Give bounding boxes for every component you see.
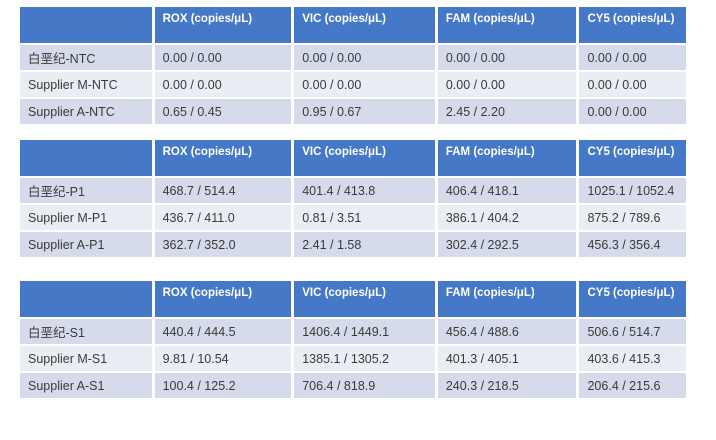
column-header-cy5: CY5 (copies/μL)	[579, 140, 686, 176]
value-cell: 0.65 / 0.45	[154, 99, 292, 124]
row-label: Supplier M-NTC	[20, 72, 152, 97]
value-cell: 401.4 / 413.8	[294, 178, 435, 203]
value-cell: 406.4 / 418.1	[437, 178, 577, 203]
table-row: Supplier M-NTC 0.00 / 0.00 0.00 / 0.00 0…	[20, 72, 686, 97]
column-header-vic: VIC (copies/μL)	[294, 7, 435, 43]
column-header-fam: FAM (copies/μL)	[437, 281, 577, 317]
value-cell: 2.41 / 1.58	[294, 232, 435, 257]
column-header-vic: VIC (copies/μL)	[294, 140, 435, 176]
header-row: ROX (copies/μL) VIC (copies/μL) FAM (cop…	[20, 7, 686, 43]
value-cell: 0.00 / 0.00	[437, 45, 577, 70]
table-row: 白垩纪-S1 440.4 / 444.5 1406.4 / 1449.1 456…	[20, 319, 686, 344]
column-header-cy5: CY5 (copies/μL)	[579, 7, 686, 43]
value-cell: 1025.1 / 1052.4	[579, 178, 686, 203]
table-row: Supplier A-S1 100.4 / 125.2 706.4 / 818.…	[20, 373, 686, 398]
value-cell: 875.2 / 789.6	[579, 205, 686, 230]
value-cell: 386.1 / 404.2	[437, 205, 577, 230]
value-cell: 403.6 / 415.3	[579, 346, 686, 371]
row-label: 白垩纪-NTC	[20, 45, 152, 70]
table-row: Supplier A-NTC 0.65 / 0.45 0.95 / 0.67 2…	[20, 99, 686, 124]
value-cell: 2.45 / 2.20	[437, 99, 577, 124]
value-cell: 0.00 / 0.00	[579, 99, 686, 124]
row-label: Supplier A-NTC	[20, 99, 152, 124]
table-row: Supplier A-P1 362.7 / 352.0 2.41 / 1.58 …	[20, 232, 686, 257]
value-cell: 240.3 / 218.5	[437, 373, 577, 398]
value-cell: 0.00 / 0.00	[294, 72, 435, 97]
value-cell: 401.3 / 405.1	[437, 346, 577, 371]
row-label-header	[20, 7, 152, 43]
column-header-rox: ROX (copies/μL)	[154, 281, 292, 317]
results-table-s1: ROX (copies/μL) VIC (copies/μL) FAM (cop…	[17, 279, 689, 400]
table-row: Supplier M-P1 436.7 / 411.0 0.81 / 3.51 …	[20, 205, 686, 230]
value-cell: 206.4 / 215.6	[579, 373, 686, 398]
value-cell: 0.95 / 0.67	[294, 99, 435, 124]
column-header-rox: ROX (copies/μL)	[154, 7, 292, 43]
value-cell: 0.81 / 3.51	[294, 205, 435, 230]
column-header-rox: ROX (copies/μL)	[154, 140, 292, 176]
row-label: 白垩纪-P1	[20, 178, 152, 203]
value-cell: 0.00 / 0.00	[579, 45, 686, 70]
value-cell: 456.4 / 488.6	[437, 319, 577, 344]
value-cell: 1385.1 / 1305.2	[294, 346, 435, 371]
value-cell: 362.7 / 352.0	[154, 232, 292, 257]
results-table-ntc: ROX (copies/μL) VIC (copies/μL) FAM (cop…	[17, 5, 689, 126]
value-cell: 506.6 / 514.7	[579, 319, 686, 344]
table-row: Supplier M-S1 9.81 / 10.54 1385.1 / 1305…	[20, 346, 686, 371]
value-cell: 0.00 / 0.00	[437, 72, 577, 97]
value-cell: 436.7 / 411.0	[154, 205, 292, 230]
table-row: 白垩纪-NTC 0.00 / 0.00 0.00 / 0.00 0.00 / 0…	[20, 45, 686, 70]
column-header-fam: FAM (copies/μL)	[437, 140, 577, 176]
value-cell: 456.3 / 356.4	[579, 232, 686, 257]
row-label: Supplier A-S1	[20, 373, 152, 398]
header-row: ROX (copies/μL) VIC (copies/μL) FAM (cop…	[20, 281, 686, 317]
value-cell: 0.00 / 0.00	[154, 45, 292, 70]
column-header-vic: VIC (copies/μL)	[294, 281, 435, 317]
row-label-header	[20, 140, 152, 176]
column-header-fam: FAM (copies/μL)	[437, 7, 577, 43]
row-label: Supplier A-P1	[20, 232, 152, 257]
header-row: ROX (copies/μL) VIC (copies/μL) FAM (cop…	[20, 140, 686, 176]
value-cell: 706.4 / 818.9	[294, 373, 435, 398]
value-cell: 1406.4 / 1449.1	[294, 319, 435, 344]
value-cell: 440.4 / 444.5	[154, 319, 292, 344]
table-row: 白垩纪-P1 468.7 / 514.4 401.4 / 413.8 406.4…	[20, 178, 686, 203]
value-cell: 0.00 / 0.00	[154, 72, 292, 97]
column-header-cy5: CY5 (copies/μL)	[579, 281, 686, 317]
row-label: 白垩纪-S1	[20, 319, 152, 344]
value-cell: 468.7 / 514.4	[154, 178, 292, 203]
value-cell: 302.4 / 292.5	[437, 232, 577, 257]
row-label-header	[20, 281, 152, 317]
value-cell: 9.81 / 10.54	[154, 346, 292, 371]
row-label: Supplier M-S1	[20, 346, 152, 371]
results-table-p1: ROX (copies/μL) VIC (copies/μL) FAM (cop…	[17, 138, 689, 259]
value-cell: 0.00 / 0.00	[579, 72, 686, 97]
value-cell: 0.00 / 0.00	[294, 45, 435, 70]
value-cell: 100.4 / 125.2	[154, 373, 292, 398]
row-label: Supplier M-P1	[20, 205, 152, 230]
